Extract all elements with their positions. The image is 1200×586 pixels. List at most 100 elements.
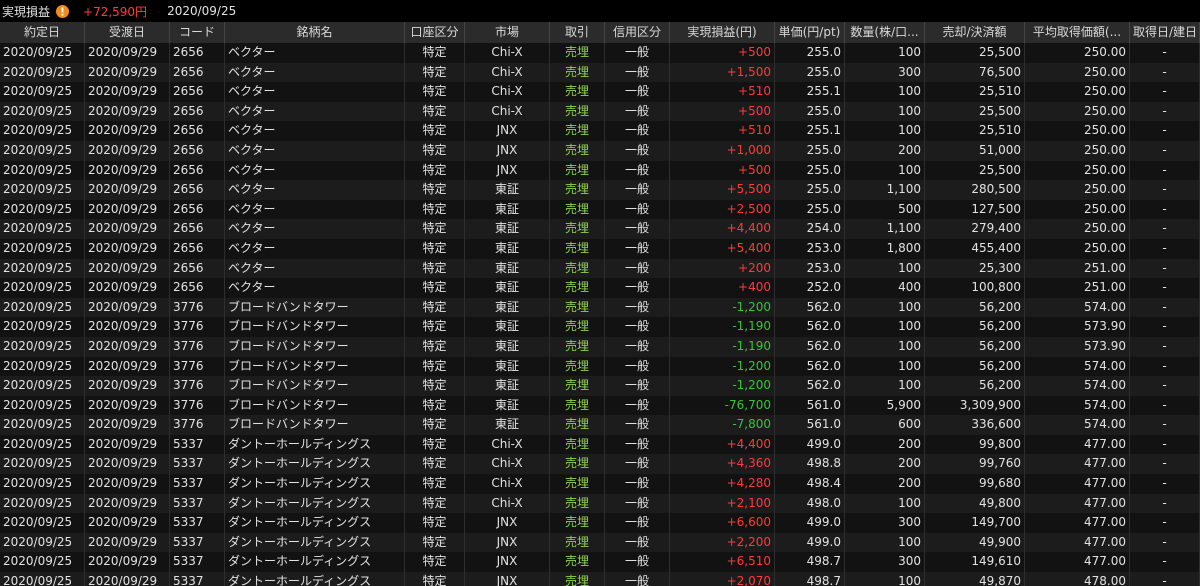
cell: 2656 [170,258,225,279]
cell: 売埋 [550,101,605,122]
cell: - [1130,434,1200,455]
cell: 477.00 [1025,513,1130,533]
table-row[interactable]: 2020/09/25 2020/09/29 3776 ブロードバンドタワー 特定 東証 売埋… [0,415,1200,435]
cell: 2020/09/29 [85,474,170,494]
cell: - [1130,297,1200,318]
cell: 東証 [465,376,550,396]
table-row[interactable]: 2020/09/25 2020/09/29 3776 ブロードバンドタワー 特定 東証 売埋… [0,317,1200,337]
cell: 561.0 [775,415,845,435]
cell: 2020/09/29 [85,572,170,586]
cell: 574.00 [1025,395,1130,416]
cell: 売埋 [550,121,605,141]
column-header[interactable]: 取引 [550,22,605,43]
table-row[interactable]: 2020/09/25 2020/09/29 2656 ベクター 特定 東証 売埋 一般 +5,4… [0,238,1200,259]
cell: 2020/09/29 [85,532,170,553]
column-header[interactable]: 取得日/建日 [1130,22,1200,43]
column-header[interactable]: 数量(株/口... [845,22,925,43]
column-header[interactable]: 売却/決済額 [925,22,1025,43]
table-row[interactable]: 2020/09/25 2020/09/29 2656 ベクター 特定 東証 売埋 一般 +4,4… [0,219,1200,239]
cell: 特定 [405,160,465,181]
table-row[interactable]: 2020/09/25 2020/09/29 2656 ベクター 特定 東証 売埋 一般 +5,5… [0,180,1200,200]
cell: 255.0 [775,101,845,122]
column-header[interactable]: 信用区分 [605,22,670,43]
table-row[interactable]: 2020/09/25 2020/09/29 5337 ダントーホールディングス 特定 JN… [0,532,1200,553]
cell: 3776 [170,336,225,357]
table-row[interactable]: 2020/09/25 2020/09/29 3776 ブロードバンドタワー 特定 東証 売埋… [0,297,1200,318]
cell: JNX [465,140,550,161]
table-row[interactable]: 2020/09/25 2020/09/29 2656 ベクター 特定 Chi-X 売埋 一般 +… [0,101,1200,122]
table-row[interactable]: 2020/09/25 2020/09/29 5337 ダントーホールディングス 特定 Ch… [0,454,1200,475]
table-row[interactable]: 2020/09/25 2020/09/29 5337 ダントーホールディングス 特定 Ch… [0,493,1200,514]
table-row[interactable]: 2020/09/25 2020/09/29 2656 ベクター 特定 東証 売埋 一般 +2,5… [0,199,1200,220]
cell: 255.0 [775,160,845,181]
cell: +1,000 [670,140,775,161]
column-header[interactable]: 受渡日 [85,22,170,43]
cell: 250.00 [1025,219,1130,239]
table-row[interactable]: 2020/09/25 2020/09/29 2656 ベクター 特定 Chi-X 売埋 一般 +… [0,82,1200,102]
table-row[interactable]: 2020/09/25 2020/09/29 2656 ベクター 特定 東証 売埋 一般 +400… [0,278,1200,298]
table-row[interactable]: 2020/09/25 2020/09/29 5337 ダントーホールディングス 特定 JN… [0,552,1200,573]
cell: -1,200 [670,356,775,377]
table-row[interactable]: 2020/09/25 2020/09/29 3776 ブロードバンドタワー 特定 東証 売埋… [0,336,1200,357]
cell: +500 [670,43,775,63]
table-row[interactable]: 2020/09/25 2020/09/29 2656 ベクター 特定 JNX 売埋 一般 +50… [0,160,1200,181]
column-header[interactable]: 平均取得価額(... [1025,22,1130,43]
table-row[interactable]: 2020/09/25 2020/09/29 5337 ダントーホールディングス 特定 Ch… [0,434,1200,455]
column-header[interactable]: コード [170,22,225,43]
cell: 2020/09/25 [0,415,85,435]
cell: 49,870 [925,572,1025,586]
cell: 562.0 [775,336,845,357]
cell: +4,280 [670,474,775,494]
cell: 2020/09/25 [0,62,85,83]
table-row[interactable]: 2020/09/25 2020/09/29 5337 ダントーホールディングス 特定 Ch… [0,474,1200,494]
summary-bar: 実現損益 +72,590円 2020/09/25 [0,0,1200,22]
cell: ブロードバンドタワー [225,395,405,416]
cell: 2020/09/29 [85,160,170,181]
cell: 売埋 [550,532,605,553]
table-row[interactable]: 2020/09/25 2020/09/29 5337 ダントーホールディングス 特定 JN… [0,572,1200,586]
table-row[interactable]: 2020/09/25 2020/09/29 2656 ベクター 特定 JNX 売埋 一般 +51… [0,121,1200,141]
cell: 2020/09/25 [0,317,85,337]
cell: 562.0 [775,317,845,337]
header-row: 約定日 受渡日 コード 銘柄名 口座区分 市場 取引 信用区分 実現損益(円) 単価(円/pt) 数… [0,22,1200,43]
cell: 特定 [405,278,465,298]
cell: +400 [670,278,775,298]
cell: 2020/09/29 [85,513,170,533]
cell: 600 [845,415,925,435]
column-header[interactable]: 実現損益(円) [670,22,775,43]
cell: 255.0 [775,43,845,63]
cell: 2656 [170,219,225,239]
cell: 100 [845,376,925,396]
cell: 一般 [605,101,670,122]
table-row[interactable]: 2020/09/25 2020/09/29 5337 ダントーホールディングス 特定 JN… [0,513,1200,533]
cell: ベクター [225,82,405,102]
cell: 一般 [605,356,670,377]
cell: 特定 [405,532,465,553]
column-header[interactable]: 約定日 [0,22,85,43]
cell: - [1130,121,1200,141]
cell: 2020/09/25 [0,532,85,553]
table-row[interactable]: 2020/09/25 2020/09/29 3776 ブロードバンドタワー 特定 東証 売埋… [0,356,1200,377]
cell: ダントーホールディングス [225,572,405,586]
cell: -76,700 [670,395,775,416]
cell: 特定 [405,121,465,141]
cell: 56,200 [925,376,1025,396]
table-row[interactable]: 2020/09/25 2020/09/29 3776 ブロードバンドタワー 特定 東証 売埋… [0,376,1200,396]
table-row[interactable]: 2020/09/25 2020/09/29 2656 ベクター 特定 JNX 売埋 一般 +1,… [0,140,1200,161]
cell: - [1130,532,1200,553]
warning-icon[interactable] [56,4,70,18]
cell: 2020/09/25 [0,258,85,279]
cell: 売埋 [550,297,605,318]
column-header[interactable]: 市場 [465,22,550,43]
table-row[interactable]: 2020/09/25 2020/09/29 3776 ブロードバンドタワー 特定 東証 売埋… [0,395,1200,416]
table-row[interactable]: 2020/09/25 2020/09/29 2656 ベクター 特定 東証 売埋 一般 +200… [0,258,1200,279]
cell: 100,800 [925,278,1025,298]
table-row[interactable]: 2020/09/25 2020/09/29 2656 ベクター 特定 Chi-X 売埋 一般 +… [0,43,1200,63]
cell: 2020/09/29 [85,43,170,63]
column-header[interactable]: 銘柄名 [225,22,405,43]
cell: 東証 [465,180,550,200]
column-header[interactable]: 口座区分 [405,22,465,43]
cell: 2020/09/29 [85,121,170,141]
column-header[interactable]: 単価(円/pt) [775,22,845,43]
table-row[interactable]: 2020/09/25 2020/09/29 2656 ベクター 特定 Chi-X 売埋 一般 +… [0,62,1200,83]
